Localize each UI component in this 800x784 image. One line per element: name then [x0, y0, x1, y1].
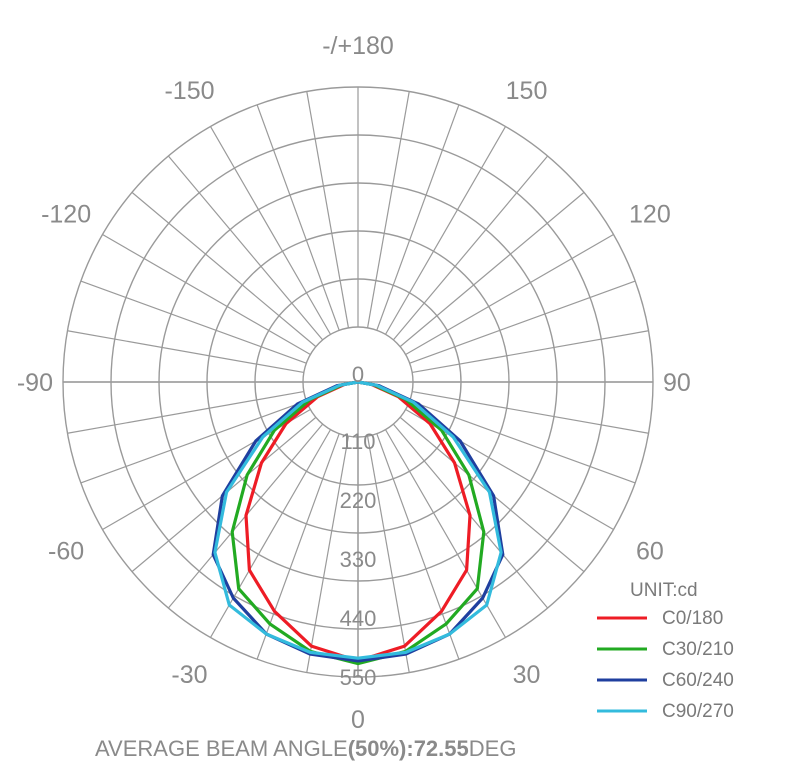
radial-tick-label: 440 [340, 606, 377, 631]
curve-c90-270 [213, 380, 503, 660]
grid-spoke [167, 155, 324, 341]
grid-spoke [256, 433, 340, 660]
grid-spoke [306, 436, 350, 673]
grid-spoke [392, 155, 549, 341]
radial-tick-label: 110 [340, 429, 375, 454]
angle-label: -30 [171, 661, 207, 689]
angle-label: 90 [663, 369, 691, 397]
angle-label: -120 [41, 201, 91, 229]
angle-label: -60 [48, 538, 84, 566]
angle-label: -150 [164, 77, 214, 105]
grid-spoke [412, 330, 649, 374]
legend-label: C30/210 [662, 639, 734, 660]
grid-spoke [80, 400, 307, 484]
legend: UNIT:cd C0/180 C30/210 C60/240 C90/270 [597, 580, 734, 722]
grid-spoke [409, 400, 636, 484]
grid-spoke [384, 429, 507, 638]
curve-c60-240 [211, 380, 505, 663]
legend-label: C60/240 [662, 670, 734, 691]
beam-angle-caption: AVERAGE BEAM ANGLE(50%):72.55DEG [95, 736, 516, 762]
grid-spoke [209, 429, 332, 638]
angle-label: -/+180 [322, 32, 394, 60]
grid-spoke [306, 91, 350, 328]
caption-suffix: DEG [468, 736, 517, 761]
grid-spoke [366, 436, 410, 673]
angle-label: 30 [513, 661, 541, 689]
radial-tick-label: 0 [352, 362, 364, 387]
grid-spoke [412, 390, 649, 434]
angle-label: 0 [351, 706, 365, 734]
curve-c30-210 [230, 380, 486, 666]
radial-tick-label: 330 [340, 547, 377, 572]
grid-spoke [256, 104, 340, 331]
grid-spoke [102, 233, 311, 356]
grid-spoke [67, 330, 304, 374]
grid-spoke [80, 280, 307, 364]
grid-spoke [405, 233, 614, 356]
grid-spoke [376, 104, 460, 331]
angle-label: 150 [506, 77, 548, 105]
grid-spoke [366, 91, 410, 328]
grid-spoke [399, 191, 585, 348]
grid-spoke [384, 126, 507, 335]
legend-label: C0/180 [662, 608, 723, 629]
angle-labels: -/+180 150 120 90 60 30 0 -30 -60 -90 -120 -150 [17, 32, 691, 734]
grid-spoke [409, 280, 636, 364]
grid-spoke [131, 191, 317, 348]
legend-unit-label: UNIT:cd [630, 580, 698, 601]
caption-value: (50%):72.55 [347, 736, 469, 761]
angle-label: 120 [629, 201, 671, 229]
legend-label: C90/270 [662, 701, 734, 722]
angle-label: -90 [17, 369, 53, 397]
radial-tick-label: 550 [340, 665, 377, 690]
curves-layer [211, 380, 505, 666]
grid-spoke [67, 390, 304, 434]
radial-tick-label: 220 [340, 488, 377, 513]
radial-tick-labels: 0 110 220 330 440 550 [340, 362, 377, 690]
grid-spoke [209, 126, 332, 335]
angle-label: 60 [636, 538, 664, 566]
caption-prefix: AVERAGE BEAM ANGLE [95, 736, 348, 761]
grid-spoke [376, 433, 460, 660]
